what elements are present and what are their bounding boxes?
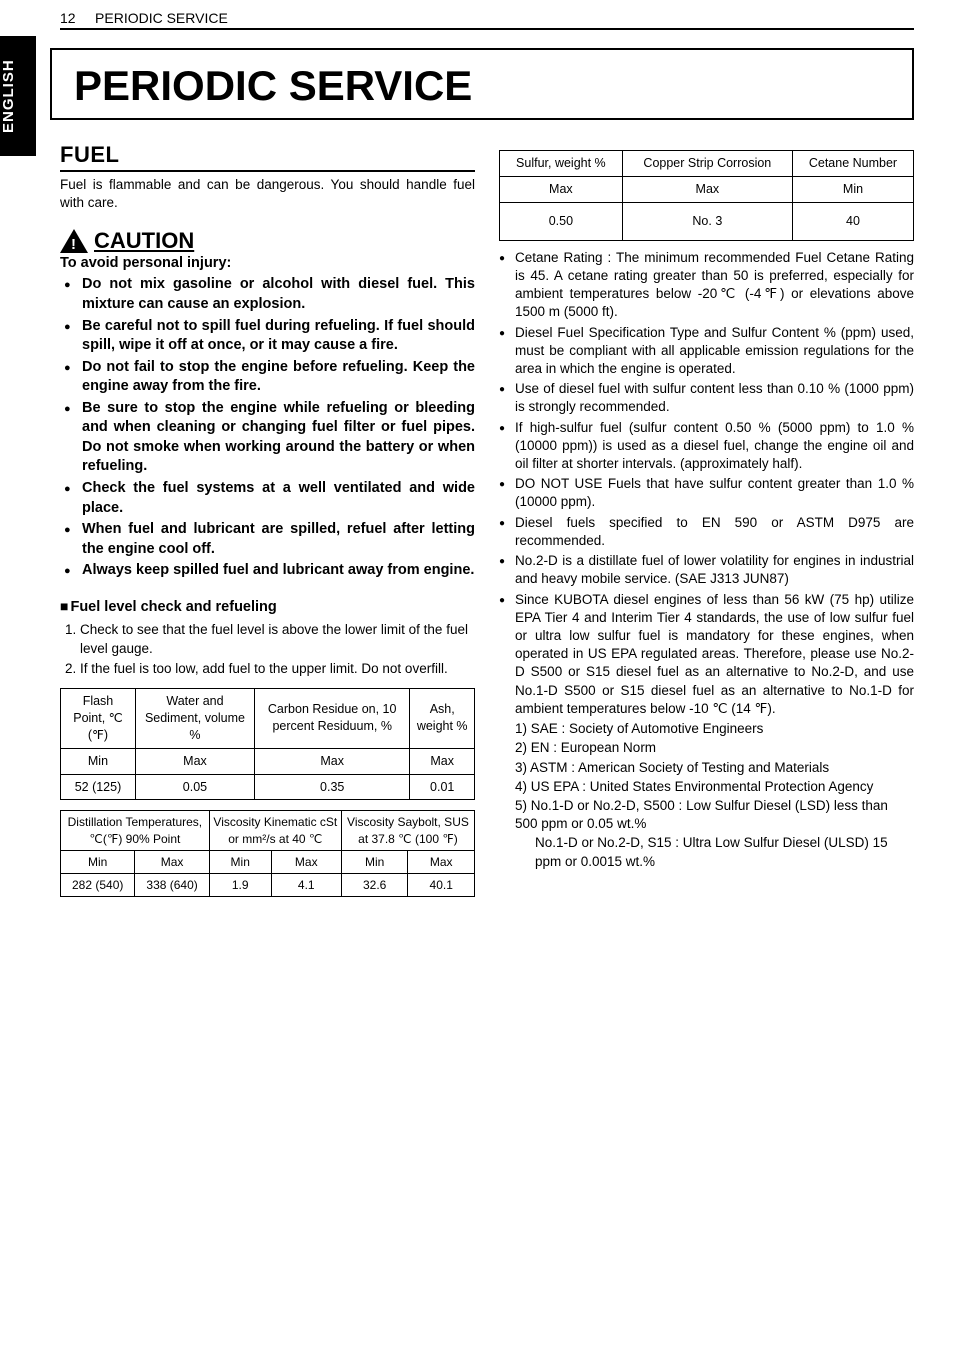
note-item: Diesel fuels specified to EN 590 or ASTM… <box>515 514 914 550</box>
footnote: 5) No.1-D or No.2-D, S500 : Low Sulfur D… <box>515 797 914 833</box>
td: 1.9 <box>209 873 271 896</box>
note-item: Cetane Rating : The minimum recommended … <box>515 249 914 322</box>
note-item: If high-sulfur fuel (sulfur content 0.50… <box>515 419 914 474</box>
page-header: 12 PERIODIC SERVICE <box>50 0 954 30</box>
td: 0.05 <box>135 774 254 800</box>
caution-label: CAUTION <box>94 226 194 256</box>
th: Flash Point, ℃ (℉) <box>61 689 136 749</box>
td: 338 (640) <box>135 873 209 896</box>
spec-table-3: Sulfur, weight % Copper Strip Corrosion … <box>499 150 914 241</box>
caution-item: Check the fuel systems at a well ventila… <box>82 479 475 518</box>
td: Max <box>135 748 254 774</box>
caution-item: When fuel and lubricant are spilled, ref… <box>82 520 475 559</box>
td: 32.6 <box>341 873 408 896</box>
footnote: 2) EN : European Norm <box>515 739 914 757</box>
td: Max <box>500 176 623 202</box>
th: Max <box>135 850 209 873</box>
footnote: 3) ASTM : American Society of Testing an… <box>515 759 914 777</box>
td: Max <box>255 748 410 774</box>
td: 40 <box>792 202 913 240</box>
th: Water and Sediment, volume % <box>135 689 254 749</box>
th: Min <box>209 850 271 873</box>
caution-item: Be careful not to spill fuel during refu… <box>82 317 475 356</box>
td: Max <box>410 748 475 774</box>
td: 0.01 <box>410 774 475 800</box>
left-column: FUEL Fuel is flammable and can be danger… <box>60 140 475 897</box>
td: 0.35 <box>255 774 410 800</box>
caution-subhead: To avoid personal injury: <box>60 254 475 274</box>
th: Viscosity Saybolt, SUS at 37.8 ℃ (100 ℉) <box>341 811 474 850</box>
td: 0.50 <box>500 202 623 240</box>
note-item: Diesel Fuel Specification Type and Sulfu… <box>515 324 914 379</box>
th: Ash, weight % <box>410 689 475 749</box>
warning-triangle-icon <box>60 229 88 253</box>
note-item: No.2-D is a distillate fuel of lower vol… <box>515 552 914 588</box>
footnote: 1) SAE : Society of Automotive Engineers <box>515 720 914 738</box>
th: Carbon Residue on, 10 percent Residuum, … <box>255 689 410 749</box>
th: Distillation Temperatures, ℃(℉) 90% Poin… <box>61 811 210 850</box>
td: 4.1 <box>271 873 341 896</box>
footnote: No.1-D or No.2-D, S15 : Ultra Low Sulfur… <box>515 834 914 870</box>
spec-table-1: Flash Point, ℃ (℉) Water and Sediment, v… <box>60 688 475 800</box>
fuel-intro: Fuel is flammable and can be dangerous. … <box>60 176 475 212</box>
fuel-heading: FUEL <box>60 140 475 172</box>
step-item: If the fuel is too low, add fuel to the … <box>80 660 475 678</box>
th: Copper Strip Corrosion <box>622 151 792 177</box>
caution-list: Do not mix gasoline or alcohol with dies… <box>60 275 475 580</box>
caution-block: CAUTION To avoid personal injury: Do not… <box>60 226 475 581</box>
footnote: 4) US EPA : United States Environmental … <box>515 778 914 796</box>
spec-table-2: Distillation Temperatures, ℃(℉) 90% Poin… <box>60 810 475 897</box>
td: 282 (540) <box>61 873 135 896</box>
td: 52 (125) <box>61 774 136 800</box>
th: Viscosity Kinematic cSt or mm²/s at 40 ℃ <box>209 811 341 850</box>
caution-item: Do not mix gasoline or alcohol with dies… <box>82 275 475 314</box>
notes-list: Cetane Rating : The minimum recommended … <box>499 249 914 718</box>
note-item: DO NOT USE Fuels that have sulfur conten… <box>515 475 914 511</box>
td: Min <box>61 748 136 774</box>
fuel-check-heading: Fuel level check and refueling <box>60 597 475 618</box>
td: 40.1 <box>408 873 475 896</box>
step-item: Check to see that the fuel level is abov… <box>80 621 475 657</box>
th: Cetane Number <box>792 151 913 177</box>
page-number: 12 <box>60 10 76 26</box>
fuel-check-steps: Check to see that the fuel level is abov… <box>60 621 475 678</box>
right-column: Sulfur, weight % Copper Strip Corrosion … <box>499 140 914 897</box>
td: Max <box>622 176 792 202</box>
language-tab: ENGLISH <box>0 36 36 156</box>
th: Min <box>61 850 135 873</box>
th: Max <box>271 850 341 873</box>
caution-item: Always keep spilled fuel and lubricant a… <box>82 561 475 581</box>
td: Min <box>792 176 913 202</box>
note-item: Since KUBOTA diesel engines of less than… <box>515 591 914 719</box>
footnotes: 1) SAE : Society of Automotive Engineers… <box>499 720 914 871</box>
td: No. 3 <box>622 202 792 240</box>
th: Min <box>341 850 408 873</box>
main-title: PERIODIC SERVICE <box>74 62 890 110</box>
running-title: PERIODIC SERVICE <box>95 10 228 26</box>
main-title-box: PERIODIC SERVICE <box>50 48 914 120</box>
caution-item: Be sure to stop the engine while refueli… <box>82 399 475 477</box>
caution-item: Do not fail to stop the engine before re… <box>82 358 475 397</box>
note-item: Use of diesel fuel with sulfur content l… <box>515 380 914 416</box>
th: Sulfur, weight % <box>500 151 623 177</box>
th: Max <box>408 850 475 873</box>
header-rule <box>60 28 914 30</box>
